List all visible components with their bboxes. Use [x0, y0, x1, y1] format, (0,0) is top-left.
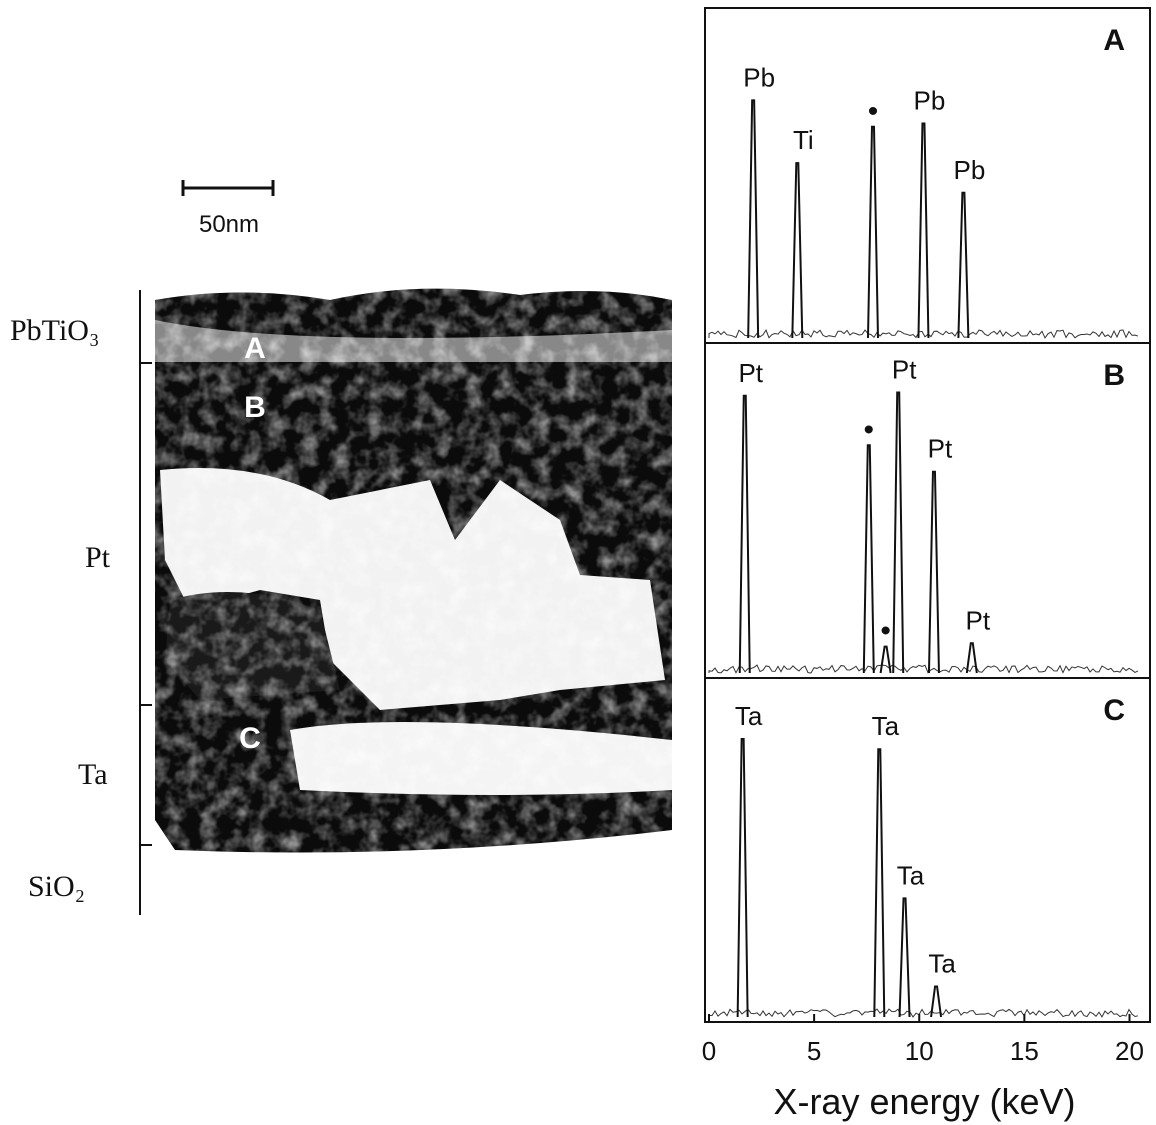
- peak-label: Pb: [953, 155, 985, 185]
- peak: [917, 122, 930, 339]
- spectra: A Pb Ti • Pb Pb B Pt • • Pt Pt Pt C Ta Ta Ta Ta 0 5 10 15 20 X-…: [702, 7, 1151, 1122]
- panel-frame: [704, 342, 1151, 679]
- peak-marker: •: [880, 615, 891, 648]
- scale-bar: [181, 180, 275, 196]
- panel-title: B: [1103, 359, 1125, 392]
- peak-label: Pt: [892, 355, 917, 385]
- peak-label: Ta: [897, 860, 925, 890]
- peak-label: Pb: [743, 62, 775, 92]
- x-tick-label: 20: [1115, 1036, 1144, 1066]
- layer-bracket: [139, 290, 152, 915]
- peak: [879, 645, 892, 674]
- panel-title: A: [1103, 24, 1125, 57]
- peak: [736, 738, 749, 1018]
- peak-label: Pt: [738, 358, 763, 388]
- layer-label: SiO₂: [28, 870, 85, 903]
- peak: [892, 391, 905, 674]
- panel-frame: [704, 677, 1151, 1023]
- x-tick-label: 15: [1010, 1036, 1039, 1066]
- layer-label: Pt: [85, 541, 111, 574]
- region-label: C: [239, 722, 261, 755]
- peak-label: Ta: [928, 948, 956, 978]
- x-tick-label: 5: [807, 1036, 821, 1066]
- baseline: [708, 664, 1139, 674]
- peak: [965, 642, 978, 674]
- peak-label: Pt: [928, 434, 953, 464]
- layer-label: Ta: [78, 758, 108, 791]
- x-axis-label: X-ray energy (keV): [773, 1081, 1075, 1122]
- peak: [957, 191, 970, 339]
- peak: [862, 444, 875, 674]
- panel-title: C: [1103, 694, 1125, 727]
- peak: [747, 99, 760, 339]
- region-label: A: [244, 332, 266, 365]
- peak: [791, 162, 804, 339]
- scale-label: 50nm: [199, 211, 259, 238]
- peak-marker: •: [868, 95, 879, 128]
- peak-label: Ti: [793, 125, 814, 155]
- peak: [927, 470, 940, 674]
- peak-label: Ta: [872, 711, 900, 741]
- baseline: [708, 1008, 1139, 1018]
- peak: [898, 897, 911, 1018]
- x-tick-label: 0: [702, 1036, 716, 1066]
- peak: [930, 985, 943, 1018]
- peak: [866, 125, 879, 339]
- region-label: B: [244, 391, 266, 424]
- tem-image: [155, 288, 672, 853]
- peak-marker: •: [864, 413, 875, 446]
- layer-label: PbTiO₃: [10, 314, 99, 347]
- baseline: [708, 329, 1139, 339]
- peak: [873, 748, 886, 1018]
- peak-label: Pb: [914, 86, 946, 116]
- peak: [738, 394, 751, 674]
- peak-label: Ta: [735, 701, 763, 731]
- x-tick-label: 10: [905, 1036, 934, 1066]
- peak-label: Pt: [966, 605, 991, 635]
